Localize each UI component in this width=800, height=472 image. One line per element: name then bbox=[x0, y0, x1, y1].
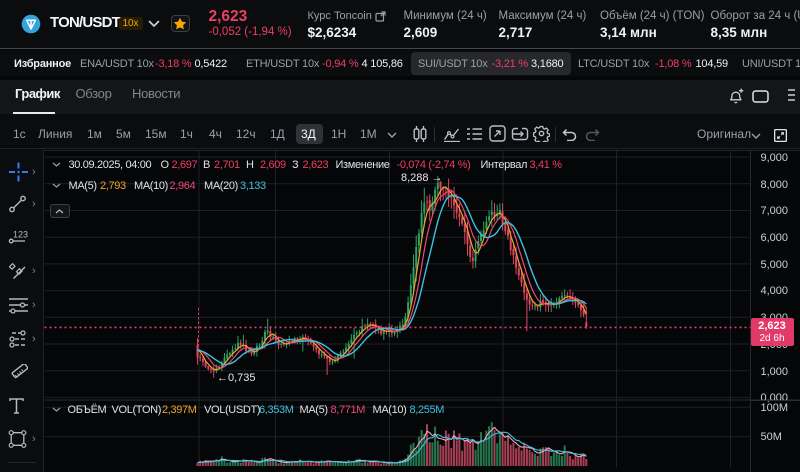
svg-text:123: 123 bbox=[13, 230, 28, 240]
